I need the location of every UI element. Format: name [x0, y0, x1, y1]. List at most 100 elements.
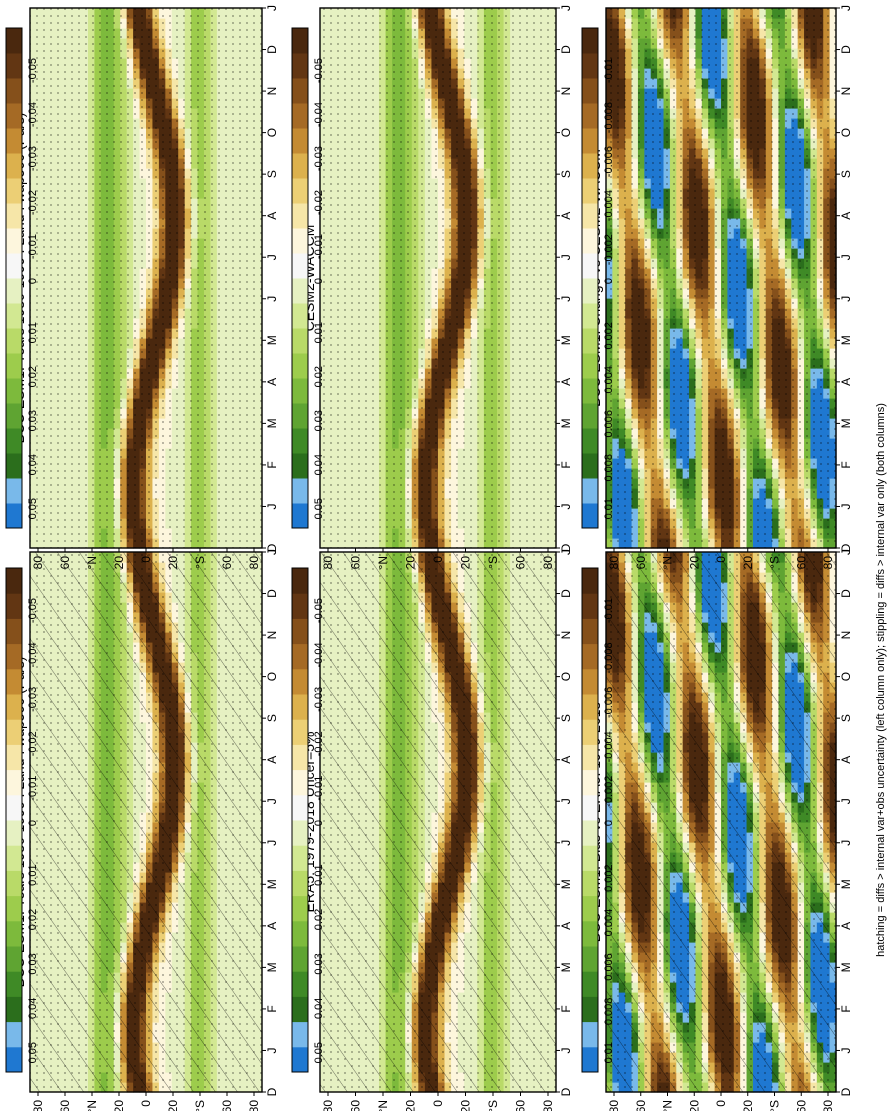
colorbar-swatch [6, 694, 22, 720]
colorbar-swatch [6, 278, 22, 304]
month-tick-label: J [265, 798, 279, 804]
colorbar-tick-label: -0.02 [27, 731, 39, 756]
panels-layer: DJFMAMJJASONDJ8060°N20020°S6080BCC-ESM1:… [5, 5, 853, 1111]
lat-tick-label: 20 [112, 1100, 126, 1111]
colorbar-tick-label: 0 [27, 278, 39, 284]
month-tick-label: D [265, 1087, 279, 1096]
colorbar-swatch [6, 303, 22, 329]
colorbar-swatch [6, 1021, 22, 1048]
month-tick-label: A [265, 378, 279, 386]
colorbar-tick-label: 0.03 [27, 953, 39, 974]
colorbar-tick-label: 0.04 [27, 998, 39, 1019]
colorbar-swatch [6, 668, 22, 695]
month-tick-label: D [265, 45, 279, 54]
colorbar-swatch [6, 744, 22, 771]
lat-tick-label: 60 [58, 1100, 72, 1111]
colorbar-tick-label: 0.05 [27, 498, 39, 519]
colorbar-swatch [6, 996, 22, 1023]
colorbar-swatch [6, 228, 22, 254]
colorbar-tick-label: -0.04 [27, 102, 39, 127]
colorbar-tick-label: 0.01 [27, 322, 39, 343]
colorbar-swatch [6, 769, 22, 796]
colorbar-tick-label: -0.03 [27, 687, 39, 712]
colorbar-tick-label: -0.04 [27, 642, 39, 667]
colorbar-swatch [6, 328, 22, 354]
colorbar-swatch [6, 353, 22, 379]
colorbar-swatch [6, 568, 22, 594]
colorbar-swatch [6, 719, 22, 745]
month-tick-label: A [265, 922, 279, 930]
month-tick-label: S [265, 170, 279, 178]
colorbar-tick-label: 0.02 [27, 909, 39, 930]
colorbar-swatch [6, 503, 22, 529]
lat-tick-label: 0 [139, 556, 153, 563]
lat-tick-label: °N [85, 556, 99, 569]
lat-tick-label: 80 [247, 1100, 261, 1111]
month-tick-label: J [265, 503, 279, 509]
colorbar-swatch [6, 895, 22, 922]
lat-tick-label: 20 [166, 556, 180, 570]
lat-tick-label: °S [193, 1100, 207, 1111]
month-tick-label: D [265, 543, 279, 552]
colorbar-swatch [6, 53, 22, 79]
colorbar-swatch [6, 870, 22, 897]
colorbar-swatch [6, 478, 22, 504]
month-tick-label: O [265, 128, 279, 137]
colorbar-tick-label: 0.03 [27, 410, 39, 431]
month-tick-label: J [265, 840, 279, 846]
colorbar-tick-label: 0 [27, 820, 39, 826]
month-tick-label: N [265, 87, 279, 96]
month-tick-label: J [265, 5, 279, 11]
colorbar-swatch [6, 946, 22, 972]
month-tick-label: N [265, 631, 279, 640]
lat-tick-label: °N [85, 1100, 99, 1111]
month-tick-label: J [265, 254, 279, 260]
month-tick-label: F [265, 1005, 279, 1012]
colorbar-tick-label: -0.05 [27, 598, 39, 623]
colorbar-tick-label: -0.05 [27, 58, 39, 83]
colorbar-swatch [6, 971, 22, 997]
colorbar-swatch [6, 845, 22, 871]
month-tick-label: J [265, 296, 279, 302]
colorbar-swatch [6, 820, 22, 846]
colorbar-swatch [6, 794, 22, 821]
hatching-overlay [30, 552, 262, 1092]
month-tick-label: F [265, 461, 279, 468]
month-tick-label: A [265, 756, 279, 764]
month-tick-label: M [265, 962, 279, 972]
colorbar-swatch [6, 643, 22, 670]
month-tick-label: M [265, 879, 279, 889]
month-tick-label: J [265, 1047, 279, 1053]
colorbar-swatch [6, 103, 22, 129]
colorbar-swatch [6, 403, 22, 429]
lat-tick-label: 60 [58, 556, 72, 570]
colorbar-swatch [6, 378, 22, 404]
colorbar-swatch [6, 178, 22, 204]
colorbar-swatch [6, 428, 22, 454]
chart-panel-1: DJFMAMJJASONDJ8060°N20020°S6080BCC-ESM1:… [5, 5, 279, 570]
colorbar-swatch [6, 1046, 22, 1073]
lat-tick-label: 20 [112, 556, 126, 570]
lat-tick-label: °S [193, 556, 207, 569]
colorbar-tick-label: -0.01 [27, 776, 39, 801]
stippling-overlay [30, 8, 262, 548]
month-tick-label: O [265, 672, 279, 681]
colorbar-tick-label: 0.05 [27, 1042, 39, 1063]
lat-tick-label: 80 [31, 1100, 45, 1111]
colorbar-tick-label: -0.03 [27, 146, 39, 171]
colorbar-frame [5, 567, 23, 1073]
chart-panel-0: DJFMAMJJASONDJ8060°N20020°S6080BCC-ESM1:… [5, 549, 279, 1111]
lat-tick-label: 60 [220, 556, 234, 570]
colorbar-tick-label: -0.01 [27, 234, 39, 259]
lat-tick-label: 80 [247, 556, 261, 570]
colorbar: 0.050.040.030.020.010-0.01-0.02-0.03-0.0… [5, 567, 39, 1073]
month-tick-label: A [265, 212, 279, 220]
month-tick-label: J [265, 549, 279, 555]
month-tick-label: D [265, 589, 279, 598]
colorbar-swatch [6, 153, 22, 179]
lat-tick-label: 20 [166, 1100, 180, 1111]
colorbar-swatch [6, 593, 22, 619]
lat-tick-label: 0 [139, 1100, 153, 1107]
